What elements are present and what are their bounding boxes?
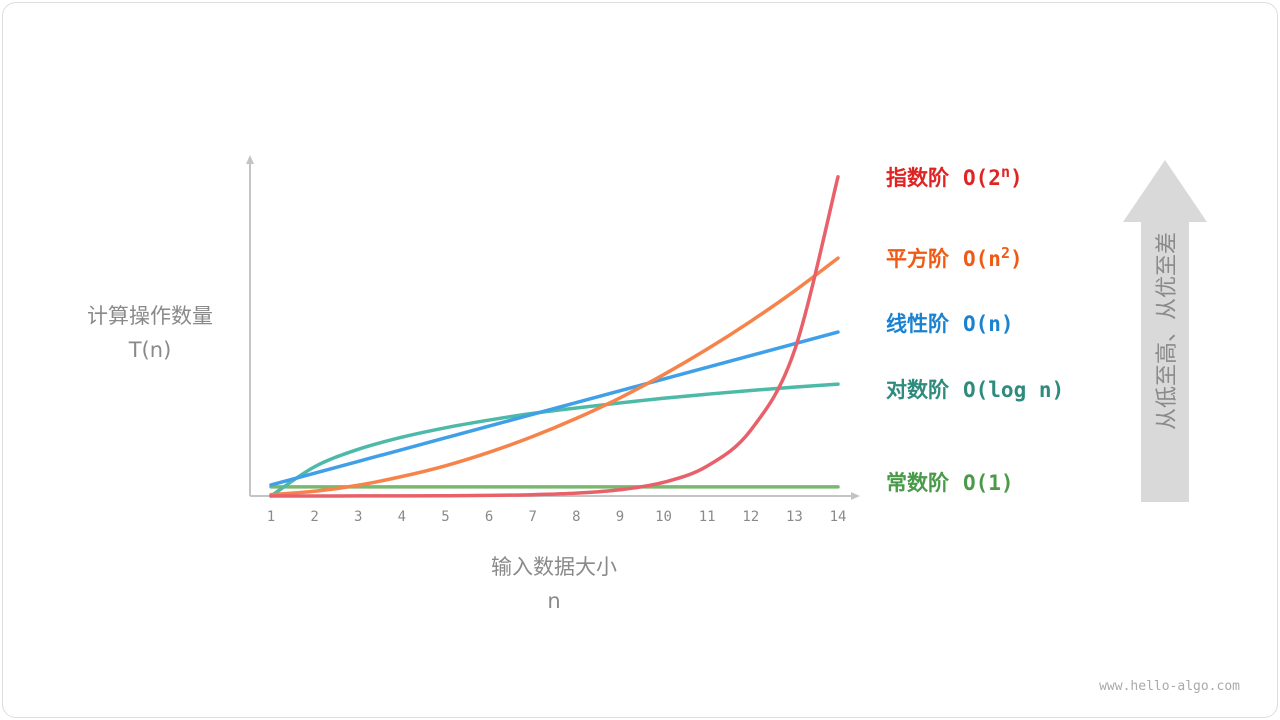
- x-tick-label: 8: [572, 509, 580, 525]
- x-tick-label: 7: [528, 509, 536, 525]
- y-axis-label: 计算操作数量: [87, 304, 213, 328]
- legend-name: 指数阶: [886, 166, 949, 190]
- notation-sup: n: [1000, 163, 1010, 181]
- legend-item: 对数阶 O(log n): [886, 374, 1064, 404]
- x-tick-label: 10: [655, 509, 672, 525]
- x-tick-label: 11: [699, 509, 716, 525]
- legend-notation: O(n2): [963, 244, 1023, 271]
- notation-text: O(2: [963, 166, 1001, 190]
- legend-name: 线性阶: [886, 312, 949, 336]
- y-axis-variable: T(n): [128, 338, 172, 362]
- legend-notation: O(log n): [963, 378, 1064, 402]
- notation-text: O(log n): [963, 378, 1065, 402]
- notation-sup: 2: [1000, 244, 1010, 262]
- x-tick-label: 2: [310, 509, 318, 525]
- x-tick-label: 1: [267, 509, 275, 525]
- legend-notation: O(n): [963, 312, 1014, 336]
- legend-name: 常数阶: [886, 471, 949, 495]
- legend-item: 线性阶 O(n): [886, 308, 1014, 338]
- series-line-0: [269, 175, 840, 498]
- x-tick-label: 4: [398, 509, 406, 525]
- x-tick-label: 9: [616, 509, 624, 525]
- x-tick-label: 13: [786, 509, 803, 525]
- x-axis-variable: n: [547, 589, 561, 613]
- notation-close: ): [1009, 166, 1023, 190]
- notation-text: O(1): [963, 471, 1014, 495]
- legend-name: 平方阶: [886, 247, 949, 271]
- notation-close: ): [1009, 247, 1023, 271]
- x-tick-label: 6: [485, 509, 493, 525]
- x-axis-arrow-icon: [851, 492, 860, 500]
- series-line-1: [269, 256, 840, 497]
- x-axis-label: 输入数据大小: [491, 555, 617, 579]
- x-tick-label: 12: [742, 509, 759, 525]
- arrow-label: 从低至高、从优至差: [1155, 231, 1180, 431]
- legend-notation: O(1): [963, 471, 1014, 495]
- x-tick-label: 3: [354, 509, 362, 525]
- legend-name: 对数阶: [886, 378, 949, 402]
- order-arrow: [1123, 160, 1207, 502]
- notation-text: O(n): [963, 312, 1014, 336]
- legend-item: 指数阶 O(2n): [886, 162, 1023, 192]
- legend-notation: O(2n): [963, 163, 1023, 190]
- y-axis-arrow-icon: [246, 155, 254, 164]
- notation-text: O(n: [963, 247, 1001, 271]
- series-line-3: [269, 382, 840, 498]
- legend-item: 常数阶 O(1): [886, 467, 1014, 497]
- legend-item: 平方阶 O(n2): [886, 243, 1023, 273]
- footer-watermark: www.hello-algo.com: [1099, 679, 1240, 694]
- series-line-2: [269, 330, 840, 487]
- x-tick-label: 14: [830, 509, 847, 525]
- x-tick-label: 5: [441, 509, 449, 525]
